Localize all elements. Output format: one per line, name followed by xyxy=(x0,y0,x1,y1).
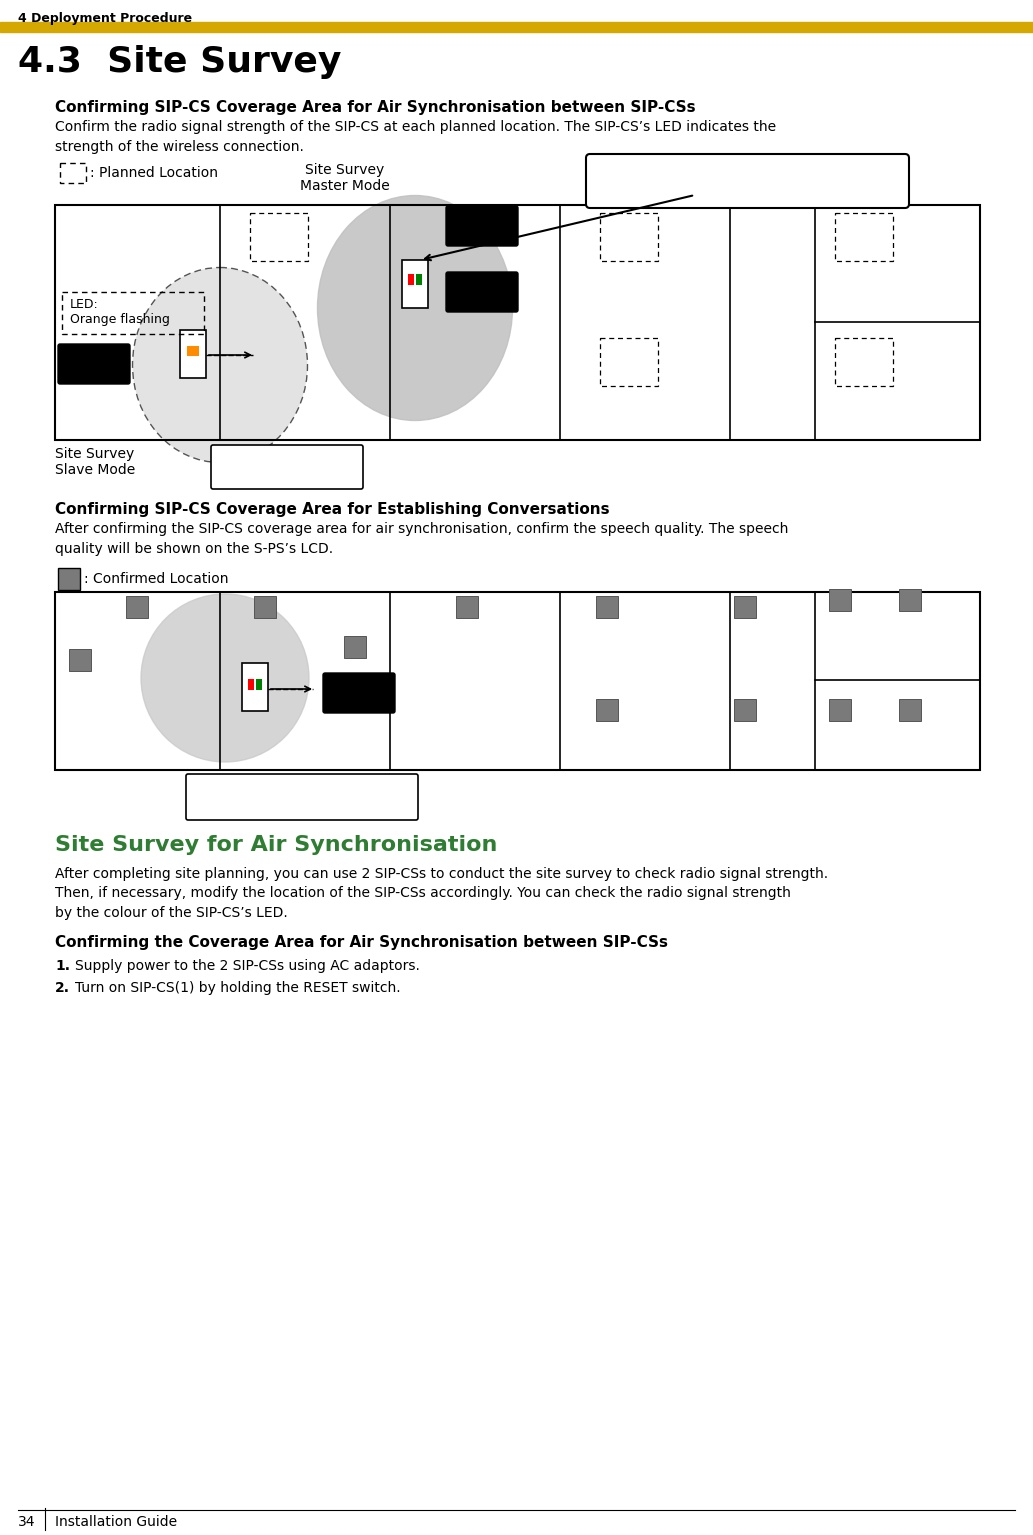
Bar xyxy=(835,338,893,385)
Ellipse shape xyxy=(317,195,512,421)
Text: Confirming SIP-CS Coverage Area for Establishing Conversations: Confirming SIP-CS Coverage Area for Esta… xyxy=(55,502,609,517)
Text: Turn on SIP-CS(1) by holding the RESET switch.: Turn on SIP-CS(1) by holding the RESET s… xyxy=(75,981,401,995)
Bar xyxy=(456,596,478,619)
Bar xyxy=(344,635,366,659)
Text: AC
adaptor: AC adaptor xyxy=(456,278,508,305)
Text: AC
adaptor: AC adaptor xyxy=(68,350,120,378)
Bar xyxy=(0,21,1033,32)
Ellipse shape xyxy=(140,594,309,761)
Bar xyxy=(600,213,658,261)
Text: LED:
Red and green alternate flashing: LED: Red and green alternate flashing xyxy=(602,166,821,193)
Bar xyxy=(254,596,276,619)
Bar xyxy=(829,698,851,721)
Text: LED:
Orange flashing: LED: Orange flashing xyxy=(70,298,169,325)
Bar xyxy=(62,292,204,335)
Text: 4.3  Site Survey: 4.3 Site Survey xyxy=(18,45,341,78)
Bar xyxy=(69,649,91,671)
Bar xyxy=(829,589,851,611)
Bar xyxy=(416,275,422,286)
Bar xyxy=(126,596,148,619)
Text: AC
adaptor: AC adaptor xyxy=(456,212,508,239)
Bar xyxy=(250,213,308,261)
Text: 4 Deployment Procedure: 4 Deployment Procedure xyxy=(18,12,192,25)
Bar xyxy=(596,698,618,721)
Bar xyxy=(899,698,921,721)
Text: Site Survey
Master Mode: Site Survey Master Mode xyxy=(301,163,389,193)
FancyBboxPatch shape xyxy=(186,774,418,820)
Bar xyxy=(734,698,756,721)
Bar xyxy=(187,345,199,356)
Bar xyxy=(242,663,268,711)
Text: 1.: 1. xyxy=(55,959,70,973)
Ellipse shape xyxy=(132,267,308,462)
Bar xyxy=(600,338,658,385)
Text: 34: 34 xyxy=(18,1515,35,1529)
Bar xyxy=(58,568,80,589)
Bar xyxy=(596,596,618,619)
FancyBboxPatch shape xyxy=(446,272,518,312)
Bar xyxy=(734,596,756,619)
FancyBboxPatch shape xyxy=(323,672,395,712)
Text: Confirm the radio signal strength of the SIP-CS at each planned location. The SI: Confirm the radio signal strength of the… xyxy=(55,120,776,154)
FancyBboxPatch shape xyxy=(446,206,518,246)
Text: Confirming the Coverage Area for Air Synchronisation between SIP-CSs: Confirming the Coverage Area for Air Syn… xyxy=(55,935,668,950)
Text: AC
Adaptor: AC Adaptor xyxy=(333,678,385,708)
Text: After confirming the SIP-CS coverage area for air synchronisation, confirm the s: After confirming the SIP-CS coverage are… xyxy=(55,522,788,556)
Text: : Confirmed Location: : Confirmed Location xyxy=(84,573,228,586)
Text: LED:
Red and green alternate flashing: LED: Red and green alternate flashing xyxy=(196,781,403,810)
Bar xyxy=(835,213,893,261)
Bar xyxy=(180,330,206,378)
Text: Supply power to the 2 SIP-CSs using AC adaptors.: Supply power to the 2 SIP-CSs using AC a… xyxy=(75,959,419,973)
Bar xyxy=(402,259,428,309)
Text: : Planned Location: : Planned Location xyxy=(90,166,218,180)
Bar xyxy=(899,589,921,611)
Text: LED:
Green flashing: LED: Green flashing xyxy=(221,453,313,480)
FancyBboxPatch shape xyxy=(586,154,909,209)
Text: After completing site planning, you can use 2 SIP-CSs to conduct the site survey: After completing site planning, you can … xyxy=(55,867,828,919)
Text: Site Survey for Air Synchronisation: Site Survey for Air Synchronisation xyxy=(55,835,497,855)
Bar xyxy=(55,206,980,441)
Text: Site Survey
Slave Mode: Site Survey Slave Mode xyxy=(55,447,135,477)
Text: Confirming SIP-CS Coverage Area for Air Synchronisation between SIP-CSs: Confirming SIP-CS Coverage Area for Air … xyxy=(55,100,695,115)
Text: 2.: 2. xyxy=(55,981,70,995)
Bar xyxy=(60,163,86,183)
Bar xyxy=(55,593,980,771)
Bar xyxy=(256,678,262,691)
Bar xyxy=(408,275,414,286)
Text: Installation Guide: Installation Guide xyxy=(55,1515,177,1529)
FancyBboxPatch shape xyxy=(58,344,130,384)
FancyBboxPatch shape xyxy=(211,445,363,490)
Bar xyxy=(248,678,254,691)
